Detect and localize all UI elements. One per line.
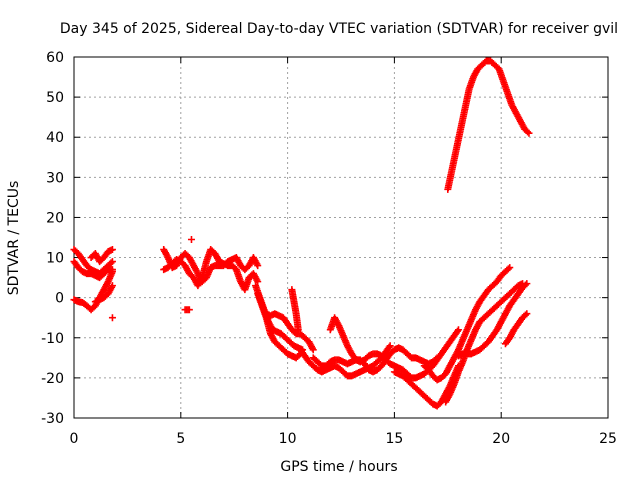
data-point xyxy=(504,265,512,273)
series-trace-b xyxy=(70,258,116,282)
data-point xyxy=(309,346,317,354)
y-tick-label: 60 xyxy=(46,50,64,66)
axis-ticks: 0 5 10 15 20 25 -30 -20 -10 0 10 20 30 40 50 60 xyxy=(41,50,617,447)
y-tick-label: 50 xyxy=(46,90,64,106)
series-trace-s xyxy=(420,264,514,384)
data-point xyxy=(521,311,529,319)
y-tick-label: 10 xyxy=(46,251,64,267)
data-point xyxy=(187,236,195,244)
data-point xyxy=(185,306,193,314)
y-tick-label: -30 xyxy=(41,411,64,427)
data-point xyxy=(108,314,116,322)
series-trace-q xyxy=(326,314,462,382)
x-tick-label: 15 xyxy=(385,431,403,447)
chart-title: Day 345 of 2025, Sidereal Day-to-day VTE… xyxy=(60,21,618,37)
y-tick-label: 40 xyxy=(46,130,64,146)
y-tick-label: 30 xyxy=(46,170,64,186)
x-tick-label: 0 xyxy=(70,431,79,447)
series-trace-o xyxy=(296,342,394,380)
data-point xyxy=(107,259,115,267)
y-tick-label: -10 xyxy=(41,331,64,347)
grid xyxy=(74,57,608,418)
series-trace-h xyxy=(160,246,262,294)
data-point xyxy=(523,280,531,288)
data-point xyxy=(108,258,116,266)
y-axis-title: SDTVAR / TECUs xyxy=(6,181,22,296)
data-point xyxy=(453,327,461,335)
data-point xyxy=(524,128,532,136)
x-tick-label: 5 xyxy=(176,431,185,447)
x-axis-title: GPS time / hours xyxy=(280,459,397,475)
series-trace-f xyxy=(108,314,116,322)
series-trace-v xyxy=(501,310,531,348)
data-point xyxy=(386,342,394,350)
data-point xyxy=(108,246,116,254)
series-trace-w xyxy=(444,57,533,193)
data-point xyxy=(521,281,529,289)
data-point xyxy=(108,268,116,276)
data-markers xyxy=(70,57,533,410)
y-tick-label: 0 xyxy=(55,291,64,307)
data-point xyxy=(525,129,533,137)
plot-frame xyxy=(73,56,609,419)
series-trace-n xyxy=(288,286,302,334)
x-tick-label: 10 xyxy=(279,431,297,447)
series-trace-j xyxy=(187,236,195,244)
series-trace-u xyxy=(454,280,531,360)
y-tick-label: -20 xyxy=(41,371,64,387)
data-point xyxy=(523,310,531,318)
data-point xyxy=(506,264,514,272)
data-point xyxy=(454,326,462,334)
data-point xyxy=(385,343,393,351)
series-trace-l xyxy=(254,290,304,362)
data-point xyxy=(294,326,302,334)
data-point xyxy=(254,262,262,270)
data-point xyxy=(108,282,116,290)
x-tick-label: 25 xyxy=(599,431,617,447)
data-point xyxy=(254,278,262,286)
x-tick-label: 20 xyxy=(492,431,510,447)
series-trace-i xyxy=(181,306,193,314)
series-trace-d xyxy=(91,282,116,306)
y-tick-label: 20 xyxy=(46,210,64,226)
series-trace-m xyxy=(262,310,317,354)
series-trace-e xyxy=(87,246,116,266)
